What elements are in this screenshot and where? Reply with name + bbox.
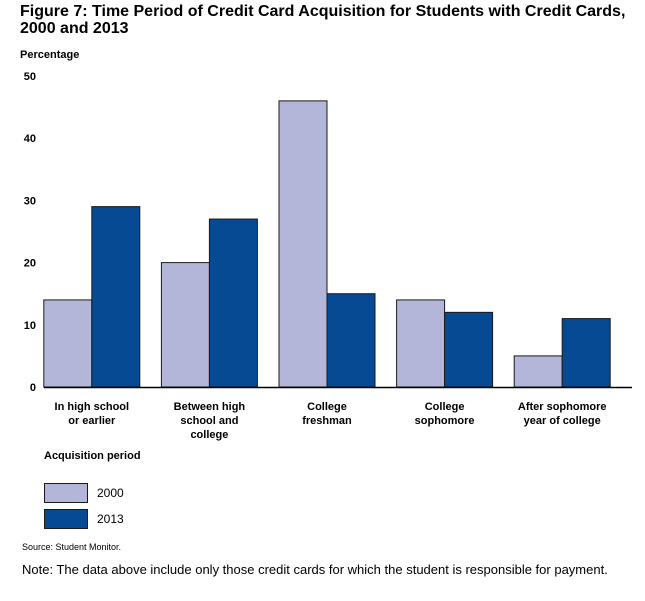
category-label: College	[425, 401, 465, 413]
bar-2000-4	[513, 355, 563, 388]
chart-title-line-1: Figure 7: Time Period of Credit Card Acq…	[20, 3, 626, 20]
bar-2000-3	[396, 299, 446, 388]
legend-item-2013: 2013	[44, 508, 124, 530]
bar-2013-3	[444, 311, 494, 388]
category-label: or earlier	[68, 415, 116, 427]
chart-title: Figure 7: Time Period of Credit Card Acq…	[20, 3, 630, 37]
bar-2000-2	[278, 100, 328, 388]
bar-2013-0	[91, 206, 141, 388]
source-note: Source: Student Monitor.	[22, 542, 122, 552]
y-tick-label: 40	[24, 133, 36, 145]
category-label: freshman	[302, 415, 352, 427]
bar-2013-2	[326, 293, 376, 388]
category-label: College	[307, 401, 347, 413]
legend-label-2013: 2013	[97, 512, 124, 526]
category-label: sophomore	[415, 415, 475, 427]
y-axis-title: Percentage	[20, 49, 80, 61]
footnote: Note: The data above include only those …	[22, 562, 608, 577]
y-tick-label: 50	[24, 71, 36, 83]
category-label: school and	[180, 415, 238, 427]
legend-item-2000: 2000	[44, 482, 124, 504]
category-label: In high school	[55, 401, 130, 413]
bar-chart: 0 10 20 30 40 50 In high school or earlier Betwe…	[24, 71, 632, 441]
bar-2000-1	[160, 262, 210, 388]
y-tick-label: 0	[30, 382, 36, 394]
y-tick-label: 20	[24, 258, 36, 270]
y-tick-label: 30	[24, 195, 36, 207]
legend-label-2000: 2000	[97, 486, 124, 500]
category-label: college	[190, 429, 228, 441]
category-label: year of college	[524, 415, 601, 427]
chart-title-line-2: 2000 and 2013	[20, 20, 129, 37]
category-label: Between high	[174, 401, 246, 413]
category-label: After sophomore	[518, 401, 607, 413]
legend-swatch-2013	[44, 509, 88, 529]
bar-2013-4	[561, 318, 611, 388]
y-tick-label: 10	[24, 320, 36, 332]
bar-2000-0	[43, 299, 93, 388]
legend-swatch-2000	[44, 483, 88, 503]
x-axis-title: Acquisition period	[44, 450, 141, 462]
bar-2013-1	[208, 218, 258, 388]
